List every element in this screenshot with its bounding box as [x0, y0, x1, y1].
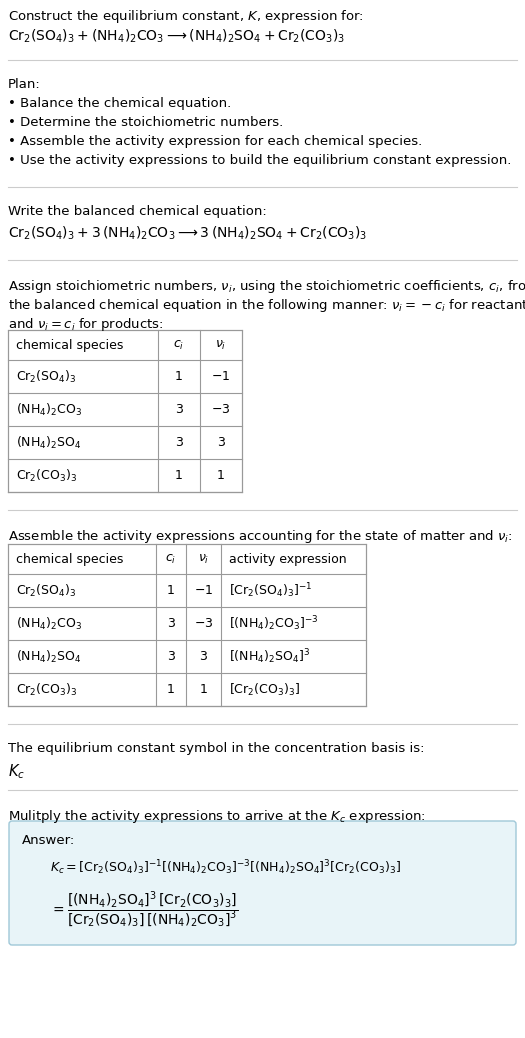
Text: $\mathrm{Cr_2(SO_4)_3 + (NH_4)_2CO_3 \longrightarrow (NH_4)_2SO_4 + Cr_2(CO_3)_3: $\mathrm{Cr_2(SO_4)_3 + (NH_4)_2CO_3 \lo… — [8, 28, 345, 46]
Text: $[\mathrm{Cr_2(SO_4)_3}]^{-1}$: $[\mathrm{Cr_2(SO_4)_3}]^{-1}$ — [229, 581, 312, 600]
Text: 1: 1 — [175, 469, 183, 482]
Text: 1: 1 — [175, 370, 183, 383]
Text: $\mathrm{(NH_4)_2CO_3}$: $\mathrm{(NH_4)_2CO_3}$ — [16, 402, 82, 417]
Text: $-1$: $-1$ — [194, 584, 213, 597]
Bar — [8, 544, 366, 706]
Text: 3: 3 — [175, 403, 183, 416]
Text: $[(\mathrm{NH_4})_2\mathrm{SO_4}]^3$: $[(\mathrm{NH_4})_2\mathrm{SO_4}]^3$ — [229, 647, 310, 665]
Text: 3: 3 — [167, 617, 175, 630]
Text: 3: 3 — [175, 436, 183, 449]
Text: chemical species: chemical species — [16, 338, 123, 352]
FancyBboxPatch shape — [9, 821, 516, 945]
Text: activity expression: activity expression — [229, 552, 346, 566]
Text: • Determine the stoichiometric numbers.: • Determine the stoichiometric numbers. — [8, 116, 284, 129]
Text: • Assemble the activity expression for each chemical species.: • Assemble the activity expression for e… — [8, 135, 422, 148]
Text: $\nu_i$: $\nu_i$ — [198, 552, 209, 566]
Text: $[(\mathrm{NH_4})_2\mathrm{CO_3}]^{-3}$: $[(\mathrm{NH_4})_2\mathrm{CO_3}]^{-3}$ — [229, 614, 318, 633]
Text: $\mathrm{Cr_2(CO_3)_3}$: $\mathrm{Cr_2(CO_3)_3}$ — [16, 467, 77, 484]
Text: and $\nu_i = c_i$ for products:: and $\nu_i = c_i$ for products: — [8, 316, 164, 333]
Text: $\nu_i$: $\nu_i$ — [215, 338, 227, 352]
Text: $-3$: $-3$ — [211, 403, 230, 416]
Text: $-1$: $-1$ — [212, 370, 230, 383]
Text: $\mathrm{Cr_2(SO_4)_3 + 3\,(NH_4)_2CO_3 \longrightarrow 3\,(NH_4)_2SO_4 + Cr_2(C: $\mathrm{Cr_2(SO_4)_3 + 3\,(NH_4)_2CO_3 … — [8, 225, 367, 243]
Text: Mulitply the activity expressions to arrive at the $K_c$ expression:: Mulitply the activity expressions to arr… — [8, 808, 426, 825]
Text: $\mathrm{(NH_4)_2SO_4}$: $\mathrm{(NH_4)_2SO_4}$ — [16, 649, 81, 664]
Text: 1: 1 — [217, 469, 225, 482]
Text: Assign stoichiometric numbers, $\nu_i$, using the stoichiometric coefficients, $: Assign stoichiometric numbers, $\nu_i$, … — [8, 278, 525, 295]
Text: $\mathrm{(NH_4)_2CO_3}$: $\mathrm{(NH_4)_2CO_3}$ — [16, 616, 82, 631]
Text: The equilibrium constant symbol in the concentration basis is:: The equilibrium constant symbol in the c… — [8, 742, 425, 755]
Text: • Use the activity expressions to build the equilibrium constant expression.: • Use the activity expressions to build … — [8, 154, 511, 167]
Text: 1: 1 — [200, 683, 207, 696]
Text: $c_i$: $c_i$ — [165, 552, 176, 566]
Text: Write the balanced chemical equation:: Write the balanced chemical equation: — [8, 204, 267, 218]
Text: Construct the equilibrium constant, $K$, expression for:: Construct the equilibrium constant, $K$,… — [8, 8, 364, 25]
Text: $\mathrm{Cr_2(SO_4)_3}$: $\mathrm{Cr_2(SO_4)_3}$ — [16, 582, 77, 599]
Text: 3: 3 — [217, 436, 225, 449]
Text: 3: 3 — [167, 650, 175, 663]
Text: $K_c$: $K_c$ — [8, 762, 25, 781]
Text: $\mathrm{Cr_2(CO_3)_3}$: $\mathrm{Cr_2(CO_3)_3}$ — [16, 682, 77, 698]
Text: Answer:: Answer: — [22, 834, 75, 847]
Text: $[\mathrm{Cr_2(CO_3)_3}]$: $[\mathrm{Cr_2(CO_3)_3}]$ — [229, 682, 300, 698]
Text: the balanced chemical equation in the following manner: $\nu_i = -c_i$ for react: the balanced chemical equation in the fo… — [8, 297, 525, 315]
Text: 3: 3 — [200, 650, 207, 663]
Text: $= \dfrac{[(\mathrm{NH_4})_2\mathrm{SO_4}]^3\,[\mathrm{Cr_2(CO_3)_3}]}{[\mathrm{: $= \dfrac{[(\mathrm{NH_4})_2\mathrm{SO_4… — [50, 890, 238, 930]
Text: • Balance the chemical equation.: • Balance the chemical equation. — [8, 97, 231, 110]
Text: $-3$: $-3$ — [194, 617, 213, 630]
Text: Plan:: Plan: — [8, 78, 41, 91]
Text: $c_i$: $c_i$ — [173, 338, 185, 352]
Text: $\mathrm{Cr_2(SO_4)_3}$: $\mathrm{Cr_2(SO_4)_3}$ — [16, 368, 77, 384]
Bar — [8, 330, 242, 492]
Text: 1: 1 — [167, 683, 175, 696]
Text: $\mathrm{(NH_4)_2SO_4}$: $\mathrm{(NH_4)_2SO_4}$ — [16, 435, 81, 450]
Text: 1: 1 — [167, 584, 175, 597]
Text: Assemble the activity expressions accounting for the state of matter and $\nu_i$: Assemble the activity expressions accoun… — [8, 528, 513, 545]
Text: chemical species: chemical species — [16, 552, 123, 566]
Text: $K_c = [\mathrm{Cr_2(SO_4)_3}]^{-1}[(\mathrm{NH_4})_2\mathrm{CO_3}]^{-3}[(\mathr: $K_c = [\mathrm{Cr_2(SO_4)_3}]^{-1}[(\ma… — [50, 858, 401, 877]
